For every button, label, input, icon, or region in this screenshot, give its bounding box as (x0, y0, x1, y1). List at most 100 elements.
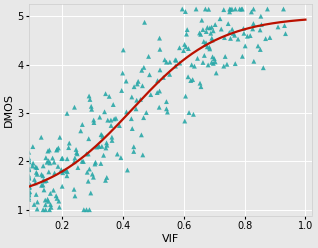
Point (261, 66, 266, 70)
Point (46, 199, 51, 203)
Point (84, 208, 89, 212)
Point (237, 7, 242, 11)
Point (99, 133, 104, 137)
Point (135, 82, 140, 86)
Point (94, 145, 99, 149)
Point (89, 107, 94, 111)
Point (263, 37, 268, 41)
Point (104, 141, 109, 145)
Point (131, 145, 136, 149)
Point (103, 92, 108, 96)
Point (59, 184, 65, 188)
Point (204, 30, 209, 33)
Point (50, 156, 55, 160)
Point (49, 205, 54, 209)
X-axis label: VIF: VIF (162, 234, 179, 244)
Point (41, 178, 46, 182)
Point (164, 60, 169, 64)
Point (26, 173, 31, 177)
Point (258, 14, 263, 18)
Point (99, 144, 104, 148)
Point (51, 188, 56, 192)
Point (98, 161, 103, 165)
Point (236, 37, 241, 41)
Point (57, 205, 62, 209)
Point (56, 146, 61, 150)
Point (258, 48, 263, 52)
Point (183, 94, 188, 98)
Point (157, 36, 162, 40)
Point (41, 188, 46, 192)
Point (203, 7, 208, 11)
Point (26, 181, 31, 185)
Point (40, 174, 45, 178)
Point (112, 117, 117, 121)
Point (103, 178, 108, 182)
Point (240, 54, 245, 58)
Point (229, 7, 234, 11)
Point (121, 48, 126, 52)
Point (188, 79, 193, 83)
Point (248, 33, 253, 37)
Point (204, 41, 209, 45)
Point (35, 207, 40, 211)
Point (26, 156, 31, 160)
Point (54, 196, 59, 200)
Point (26, 167, 31, 171)
Point (185, 28, 190, 31)
Point (228, 36, 233, 40)
Point (26, 191, 31, 195)
Point (26, 175, 31, 179)
Point (218, 17, 223, 21)
Point (198, 32, 203, 36)
Point (275, 25, 280, 29)
Point (130, 126, 135, 130)
Point (155, 91, 160, 94)
Point (251, 22, 256, 26)
Point (59, 157, 64, 161)
Point (97, 145, 102, 149)
Point (34, 166, 39, 170)
Point (44, 179, 49, 183)
Point (61, 169, 66, 173)
Point (118, 156, 123, 160)
Point (27, 185, 32, 189)
Point (72, 105, 77, 109)
Point (43, 203, 48, 207)
Point (205, 45, 210, 49)
Point (206, 7, 211, 11)
Point (35, 172, 40, 176)
Point (30, 164, 35, 168)
Point (207, 47, 212, 51)
Point (65, 111, 70, 115)
Point (214, 71, 219, 75)
Point (131, 150, 136, 154)
Point (26, 184, 31, 188)
Y-axis label: DMOS: DMOS (4, 93, 14, 127)
Point (26, 150, 31, 154)
Point (91, 121, 96, 124)
Point (174, 58, 179, 62)
Point (209, 36, 214, 40)
Point (26, 197, 31, 201)
Point (146, 54, 151, 58)
Point (167, 72, 172, 76)
Point (105, 118, 110, 122)
Point (167, 60, 172, 64)
Point (184, 32, 189, 36)
Point (142, 20, 147, 24)
Point (33, 165, 38, 169)
Point (186, 111, 191, 115)
Point (139, 68, 144, 72)
Point (129, 117, 134, 121)
Point (212, 57, 217, 61)
Point (26, 183, 31, 187)
Point (86, 94, 92, 98)
Point (144, 111, 149, 115)
Point (39, 183, 44, 187)
Point (135, 79, 141, 83)
Point (115, 152, 120, 156)
Point (48, 191, 53, 195)
Point (88, 191, 93, 195)
Point (55, 147, 60, 151)
